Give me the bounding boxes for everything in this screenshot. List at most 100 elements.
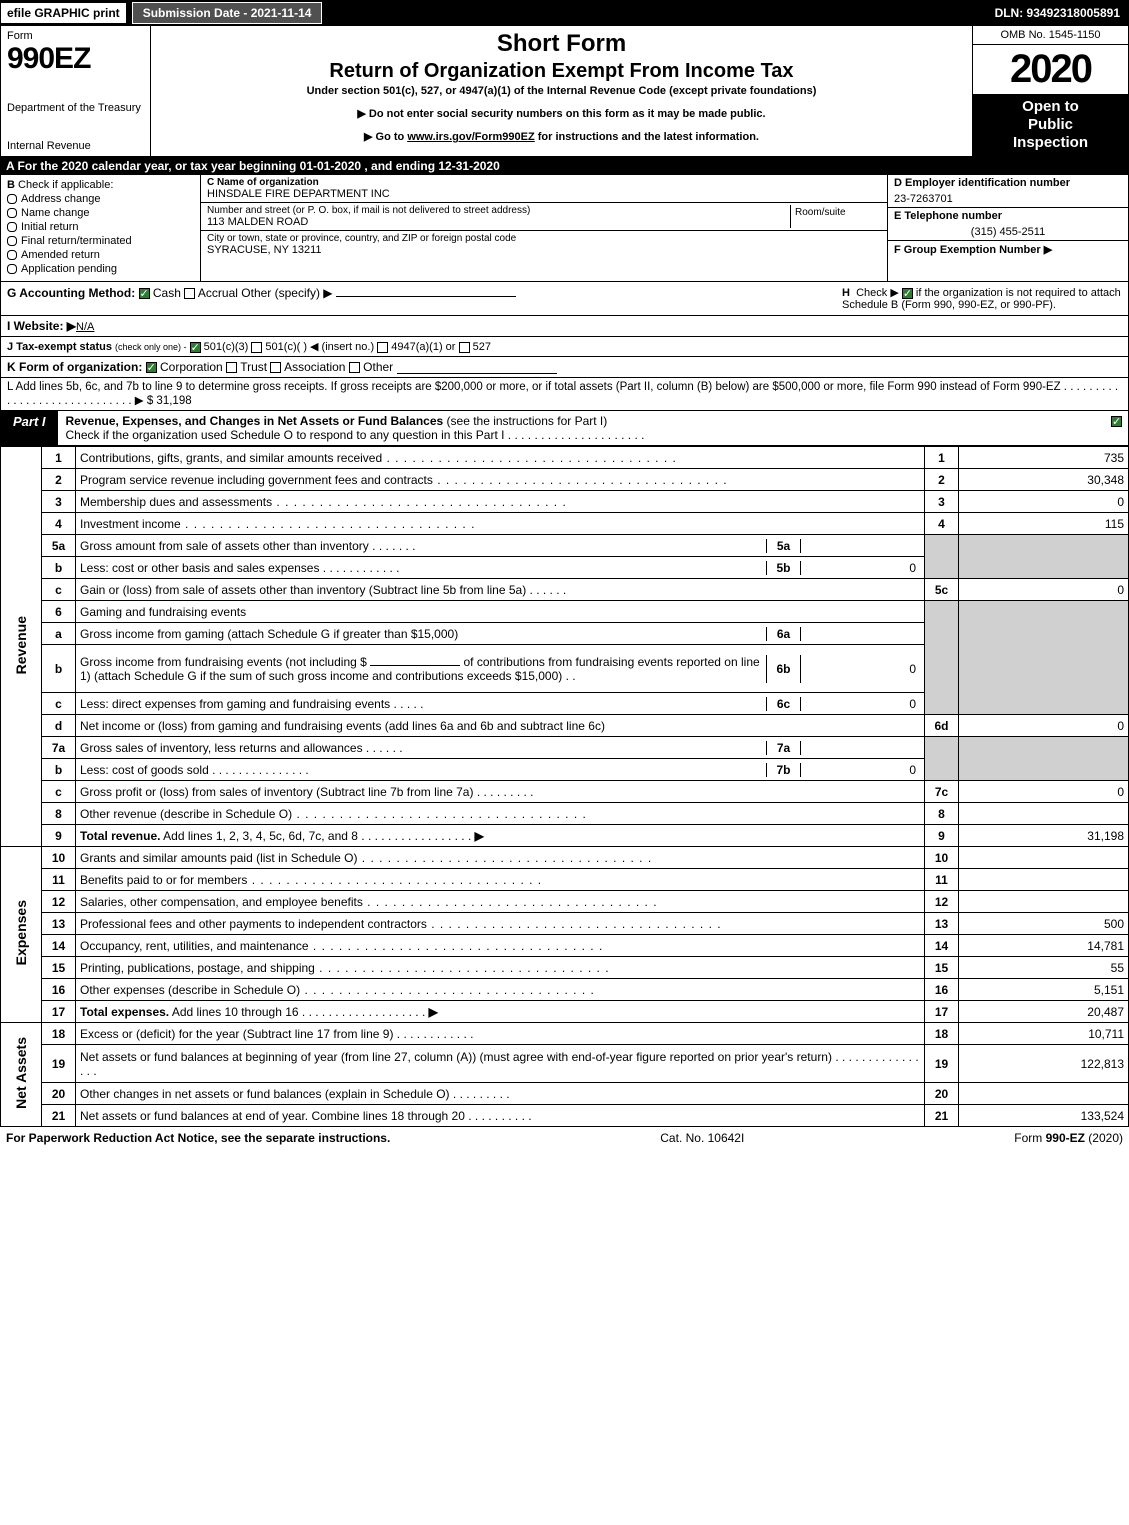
chk-application-pending[interactable] [7,264,17,274]
header-left: Form 990EZ Department of the Treasury In… [1,26,151,156]
chk-4947a1[interactable] [377,342,388,353]
goto-prefix: ▶ Go to [364,131,407,143]
tax-year: 2020 [973,45,1128,94]
line-10-amount [959,847,1129,869]
form-ref: Form 990-EZ (2020) [1014,1131,1123,1145]
line-19-amount: 122,813 [959,1045,1129,1083]
goto-suffix: for instructions and the latest informat… [535,131,759,143]
chk-final-return[interactable] [7,236,17,246]
chk-other-org[interactable] [349,362,360,373]
line-12-amount [959,891,1129,913]
line-7c-amount: 0 [959,781,1129,803]
line-9-amount: 31,198 [959,825,1129,847]
box-c: C Name of organization HINSDALE FIRE DEP… [201,175,888,281]
line-6d-amount: 0 [959,715,1129,737]
dept-irs: Internal Revenue [7,140,144,152]
other-org-blank [397,362,557,374]
website-link[interactable]: N/A [76,321,94,333]
line-6a-value [800,627,920,641]
lines-table: Revenue 1 Contributions, gifts, grants, … [0,446,1129,1127]
line-2-amount: 30,348 [959,469,1129,491]
line-4-amount: 115 [959,513,1129,535]
line-5b-value: 0 [800,561,920,575]
chk-association[interactable] [270,362,281,373]
group-exemption-label: F Group Exemption Number ▶ [894,244,1052,256]
row-i: I Website: ▶N/A [0,316,1129,337]
line-11-amount [959,869,1129,891]
chk-501c[interactable] [251,342,262,353]
chk-initial-return[interactable] [7,222,17,232]
line-5a-value [800,539,920,553]
row-k: K Form of organization: Corporation Trus… [0,357,1129,378]
form-word: Form [7,30,144,42]
phone-label: E Telephone number [894,210,1002,222]
submission-date: Submission Date - 2021-11-14 [132,2,323,24]
chk-schedule-b-not-required[interactable] [902,288,913,299]
room-suite-label: Room/suite [791,205,881,228]
irs-link[interactable]: www.irs.gov/Form990EZ [407,131,534,143]
line-8-amount [959,803,1129,825]
org-street: 113 MALDEN ROAD [207,216,790,228]
goto-line: ▶ Go to www.irs.gov/Form990EZ for instru… [157,130,966,143]
ssn-warning: ▶ Do not enter social security numbers o… [157,107,966,120]
line-21-amount: 133,524 [959,1105,1129,1127]
line-20-amount [959,1083,1129,1105]
ein-label: D Employer identification number [894,177,1070,189]
ein-value: 23-7263701 [888,191,1128,208]
row-l: L Add lines 5b, 6c, and 7b to line 9 to … [0,378,1129,411]
line-6c-value: 0 [800,697,920,711]
form-title: Short Form [157,30,966,58]
top-bar: efile GRAPHIC print Submission Date - 20… [0,0,1129,26]
form-subline: Under section 501(c), 527, or 4947(a)(1)… [157,85,966,97]
entity-block: B Check if applicable: Address change Na… [0,175,1129,282]
chk-schedule-o-part1[interactable] [1111,416,1122,427]
chk-corporation[interactable] [146,362,157,373]
line-6b-value: 0 [800,655,920,683]
line-17-amount: 20,487 [959,1001,1129,1023]
netassets-section-label: Net Assets [1,1023,42,1127]
line-16-amount: 5,151 [959,979,1129,1001]
other-specify-blank [336,296,516,297]
chk-address-change[interactable] [7,194,17,204]
header: Form 990EZ Department of the Treasury In… [0,26,1129,157]
phone-value: (315) 455-2511 [888,224,1128,241]
line-3-amount: 0 [959,491,1129,513]
line-14-amount: 14,781 [959,935,1129,957]
line-1-amount: 735 [959,447,1129,469]
chk-527[interactable] [459,342,470,353]
line-7a-value [800,741,920,755]
box-b: B Check if applicable: Address change Na… [1,175,201,281]
row-gh: G Accounting Method: Cash Accrual Other … [0,282,1129,316]
part-1-header: Part I Revenue, Expenses, and Changes in… [0,411,1129,446]
efile-label[interactable]: efile GRAPHIC print [1,3,126,23]
expenses-section-label: Expenses [1,847,42,1023]
form-subtitle: Return of Organization Exempt From Incom… [157,60,966,83]
chk-amended-return[interactable] [7,250,17,260]
dln-number: DLN: 93492318005891 [987,3,1128,23]
revenue-section-label: Revenue [1,447,42,847]
row-j: J Tax-exempt status (check only one) - 5… [0,337,1129,357]
part-1-title: Revenue, Expenses, and Changes in Net As… [58,411,1105,445]
line-7b-value: 0 [800,763,920,777]
header-right: OMB No. 1545-1150 2020 Open to Public In… [973,26,1128,156]
row-a-tax-year: A For the 2020 calendar year, or tax yea… [0,157,1129,175]
omb-number: OMB No. 1545-1150 [973,26,1128,45]
chk-name-change[interactable] [7,208,17,218]
form-number: 990EZ [7,42,144,76]
line-5c-amount: 0 [959,579,1129,601]
paperwork-notice: For Paperwork Reduction Act Notice, see … [6,1131,390,1145]
org-name: HINSDALE FIRE DEPARTMENT INC [207,188,881,200]
chk-trust[interactable] [226,362,237,373]
chk-cash[interactable] [139,288,150,299]
dept-treasury: Department of the Treasury [7,102,144,114]
line-15-amount: 55 [959,957,1129,979]
inspection-box: Open to Public Inspection [973,94,1128,156]
box-def: D Employer identification number 23-7263… [888,175,1128,281]
header-center: Short Form Return of Organization Exempt… [151,26,973,156]
org-city: SYRACUSE, NY 13211 [207,244,881,256]
line-18-amount: 10,711 [959,1023,1129,1045]
chk-accrual[interactable] [184,288,195,299]
chk-501c3[interactable] [190,342,201,353]
cat-no: Cat. No. 10642I [660,1131,744,1145]
part-1-label: Part I [1,411,58,445]
